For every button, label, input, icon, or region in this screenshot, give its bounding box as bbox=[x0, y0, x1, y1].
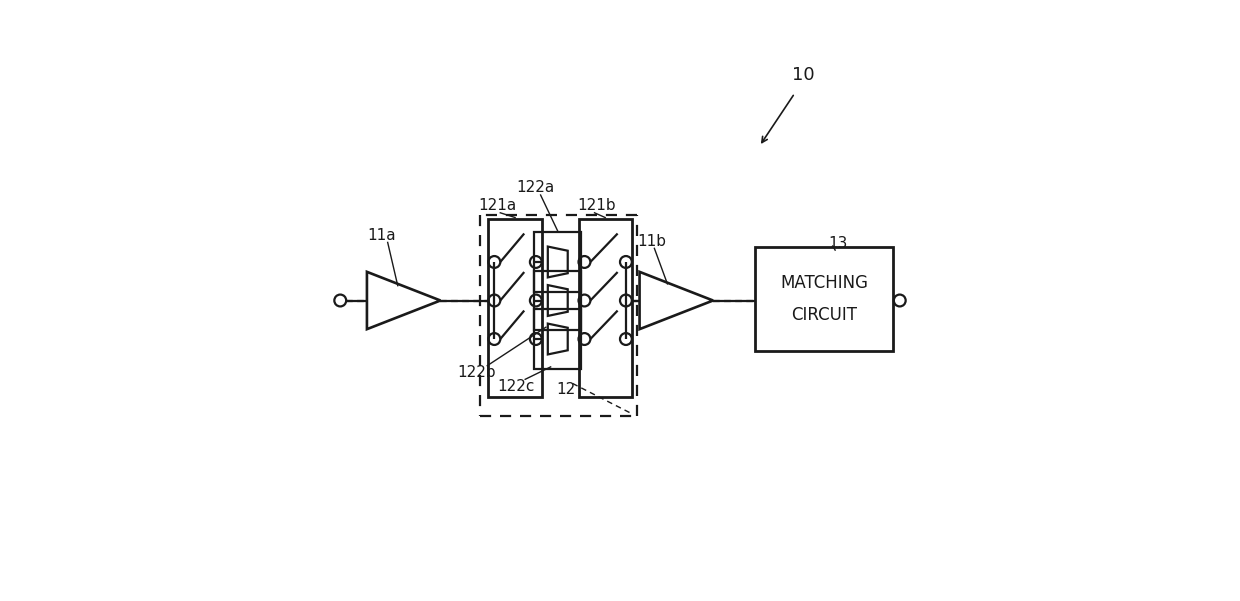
Text: 121a: 121a bbox=[479, 198, 516, 213]
Text: 11b: 11b bbox=[637, 234, 666, 249]
Text: MATCHING: MATCHING bbox=[780, 274, 868, 292]
Text: CIRCUIT: CIRCUIT bbox=[791, 306, 857, 324]
Bar bbox=[489, 219, 542, 397]
Bar bbox=[534, 271, 582, 330]
Text: 122b: 122b bbox=[458, 365, 496, 380]
Bar bbox=[579, 219, 632, 397]
Bar bbox=[534, 233, 582, 291]
Text: 121b: 121b bbox=[577, 198, 615, 213]
Text: 10: 10 bbox=[792, 66, 815, 84]
Text: 122c: 122c bbox=[497, 379, 534, 394]
Text: 13: 13 bbox=[828, 236, 848, 251]
Bar bbox=[755, 247, 893, 351]
Text: 122a: 122a bbox=[517, 180, 556, 195]
Text: 11a: 11a bbox=[367, 228, 396, 243]
Text: 12: 12 bbox=[556, 382, 575, 397]
Bar bbox=[534, 310, 582, 368]
